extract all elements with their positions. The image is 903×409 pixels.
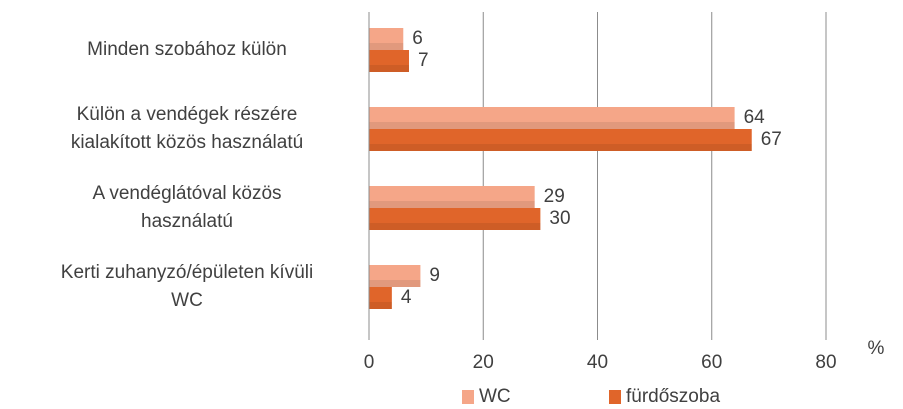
x-tick-label: 20 <box>473 352 494 373</box>
bar-shade <box>369 302 392 309</box>
x-tick-label: 60 <box>701 352 722 373</box>
bar <box>369 287 392 309</box>
bar <box>369 265 421 287</box>
value-label: 67 <box>761 129 782 150</box>
bar <box>369 208 541 230</box>
legend-label: fürdőszoba <box>626 386 720 407</box>
value-label: 4 <box>401 287 412 308</box>
x-tick-label: 40 <box>587 352 608 373</box>
x-tick-label: 0 <box>364 352 375 373</box>
bar <box>369 28 404 50</box>
bar <box>369 50 409 72</box>
value-label: 29 <box>544 186 565 207</box>
bar-shade <box>369 201 535 208</box>
bar-shade <box>369 122 735 129</box>
bar-shade <box>369 223 541 230</box>
value-label: 6 <box>412 28 423 49</box>
value-label: 30 <box>549 208 570 229</box>
legend-label: WC <box>479 386 511 407</box>
bar <box>369 129 752 151</box>
category-label: Minden szobához külön <box>87 39 287 60</box>
bar-shade <box>369 43 404 50</box>
category-label: A vendéglátóval közös használatú <box>92 183 282 232</box>
bar-shade <box>369 280 421 287</box>
legend-swatch <box>462 390 474 404</box>
x-tick-label: 80 <box>815 352 836 373</box>
category-label: Kerti zuhanyzó/épületen kívüli WC <box>60 262 314 311</box>
value-label: 64 <box>744 107 766 128</box>
bar <box>369 186 535 208</box>
value-label: 7 <box>418 50 429 71</box>
value-label: 9 <box>429 265 440 286</box>
bar <box>369 107 735 129</box>
category-label: Külön a vendégek részére kialakított köz… <box>70 104 304 153</box>
x-axis-label: % <box>868 338 885 359</box>
bar-shade <box>369 65 409 72</box>
bar-shade <box>369 144 752 151</box>
legend-swatch <box>609 390 621 404</box>
